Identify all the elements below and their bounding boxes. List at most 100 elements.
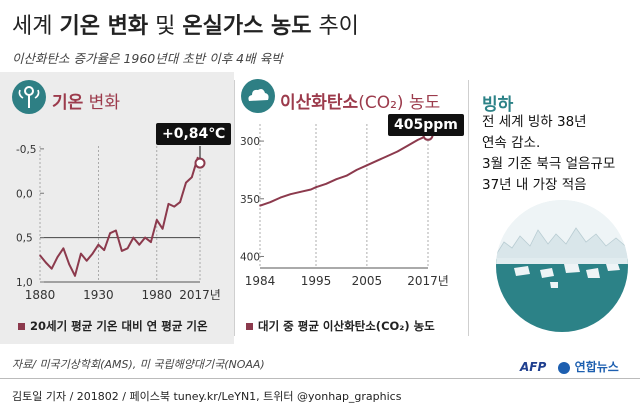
co2-title-bold: 이산화탄소	[280, 93, 359, 113]
title-bold-2: 온실가스 농도	[182, 14, 312, 39]
data-point	[396, 150, 399, 153]
y-tick-label: -0,5	[16, 144, 37, 156]
source-note: 자료/ 미국기상학회(AMS), 미 국립해양대기국(NOAA)	[12, 358, 265, 371]
temperature-callout: +0,84℃	[156, 123, 232, 145]
data-point	[97, 243, 100, 246]
data-point	[355, 169, 358, 171]
page-title: 세계 기온 변화 및 온실가스 농도 추이	[12, 8, 359, 40]
data-point	[68, 263, 70, 266]
data-point	[325, 182, 327, 185]
x-tick-label: 1880	[25, 288, 56, 302]
co2-callout: 405ppm	[388, 114, 464, 136]
data-point	[50, 267, 53, 270]
data-point	[185, 181, 187, 184]
data-point	[366, 164, 368, 167]
temperature-title-bold: 기온	[52, 93, 84, 113]
data-point	[155, 219, 158, 221]
x-tick-label: 2005	[352, 274, 383, 288]
data-point	[45, 261, 47, 264]
series-line	[259, 134, 429, 207]
title-mid: 및	[148, 14, 183, 39]
temperature-legend-text: 20세기 평균 기온 대비 연 평균 기온	[30, 319, 208, 333]
end-point-marker	[194, 157, 206, 169]
data-point	[335, 178, 338, 180]
ice-line-4: 37년 내 가장 적음	[482, 177, 587, 193]
cloud-icon	[240, 78, 276, 118]
temperature-title-rest: 변화	[83, 93, 120, 113]
data-point	[150, 241, 152, 243]
x-tick-label: 1980	[142, 288, 173, 302]
y-tick-label: 400	[240, 251, 260, 263]
data-point	[62, 247, 65, 250]
data-point	[269, 201, 271, 204]
x-tick-label: 2017년	[407, 274, 449, 288]
data-point	[56, 256, 59, 258]
y-tick-label: 0,0	[16, 188, 33, 200]
data-point	[310, 188, 312, 191]
y-tick-label: 350	[240, 194, 260, 206]
x-tick-label: 1930	[83, 288, 114, 302]
data-point	[39, 254, 41, 257]
data-point	[109, 232, 111, 234]
data-point	[191, 176, 193, 179]
panel-divider	[234, 80, 235, 336]
co2-chart: 400 350 300 1984 1995 2005 2017년	[240, 124, 449, 288]
legend-swatch	[18, 323, 25, 330]
flower-icon	[18, 86, 40, 108]
ice-line-1: 전 세계 빙하 38년	[482, 114, 587, 130]
co2-legend: 대기 중 평균 이산화탄소(CO₂) 농도	[246, 318, 435, 334]
y-tick-label: 0,5	[16, 233, 33, 245]
footer-credit: 김토일 기자 / 201802 / 페이스북 tuney.kr/LeYN1, 트…	[12, 390, 402, 403]
data-point	[80, 252, 82, 255]
data-point	[376, 159, 378, 162]
x-tick-label: 1984	[245, 274, 276, 288]
ice-line-2: 연속 감소.	[482, 135, 541, 151]
data-point	[173, 205, 176, 208]
data-point	[161, 227, 164, 230]
data-point	[132, 236, 135, 239]
data-point	[167, 203, 170, 205]
data-point	[406, 144, 409, 147]
footer-divider	[0, 378, 640, 379]
data-point	[417, 139, 419, 141]
thermometer-icon	[12, 80, 46, 114]
data-point	[315, 186, 317, 189]
data-point	[85, 259, 88, 262]
ice-title: 빙하	[482, 95, 514, 115]
page-subtitle: 이산화탄소 증가율은 1960년대 초반 이후 4배 육박	[12, 51, 283, 66]
co2-title-rest: (CO₂) 농도	[358, 93, 441, 113]
series-line	[39, 156, 201, 277]
y-tick-label: 1,0	[16, 277, 33, 289]
data-point	[345, 174, 348, 177]
data-point	[74, 274, 76, 277]
data-point	[386, 155, 389, 157]
data-point	[115, 229, 117, 232]
data-point	[126, 247, 129, 250]
temperature-legend: 20세기 평균 기온 대비 연 평균 기온	[18, 318, 208, 334]
data-point	[103, 249, 106, 251]
afp-logo: AFP	[520, 360, 547, 374]
temperature-title: 기온 변화	[52, 88, 120, 113]
data-point	[299, 191, 302, 193]
legend-swatch-2	[246, 323, 253, 330]
title-bold-1: 기온 변화	[59, 14, 149, 39]
panel-divider-2	[468, 80, 469, 336]
data-point	[138, 243, 141, 246]
title-suffix: 추이	[311, 14, 359, 39]
x-tick-label: 2017년	[179, 288, 221, 302]
co2-legend-text: 대기 중 평균 이산화탄소(CO₂) 농도	[258, 319, 435, 333]
yonhap-logo-icon	[558, 361, 571, 374]
data-point	[144, 236, 146, 239]
y-tick-label: 300	[240, 136, 260, 148]
data-point	[259, 204, 261, 207]
logos: AFP 연합뉴스	[520, 358, 619, 375]
ice-line-3: 3월 기준 북극 얼음규모	[482, 156, 616, 172]
data-point	[120, 250, 123, 252]
yonhap-logo: 연합뉴스	[574, 360, 619, 374]
data-point	[91, 252, 94, 255]
data-point	[289, 193, 292, 195]
ice-text: 전 세계 빙하 38년 연속 감소. 3월 기준 북극 얼음규모 37년 내 가…	[482, 112, 615, 196]
co2-title: 이산화탄소(CO₂) 농도	[280, 88, 440, 113]
temperature-chart: 1,0 0,5 0,0 -0,5 1880 1930 1980 2017년	[16, 144, 221, 302]
